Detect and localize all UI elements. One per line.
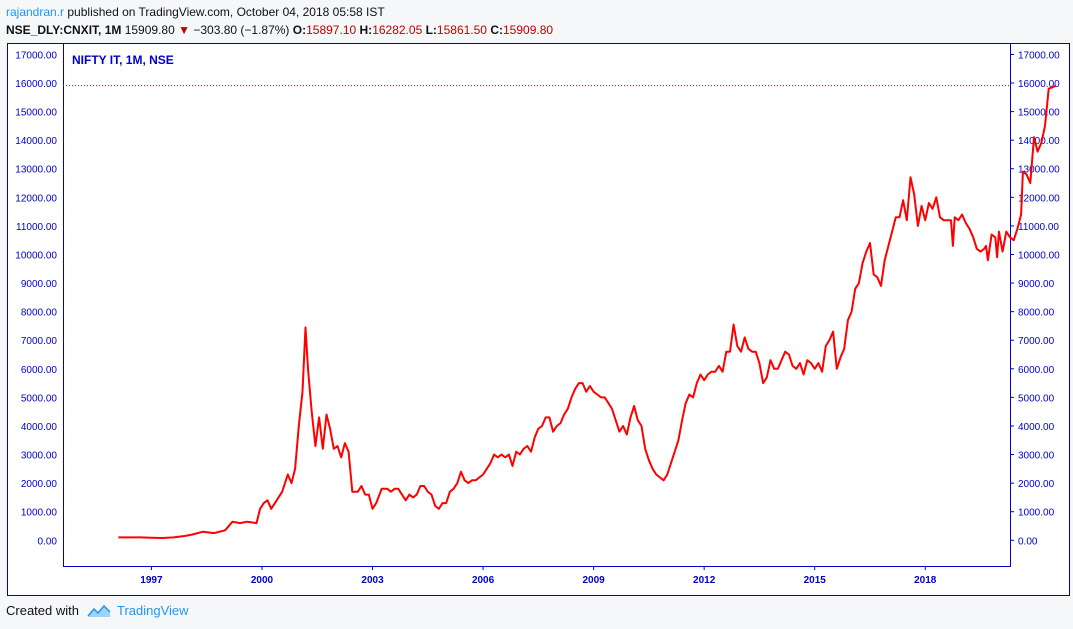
chart-title: NIFTY IT, 1M, NSE (72, 53, 174, 67)
x-tick-label: 2018 (914, 575, 937, 586)
y-tick-label-left: 13000.00 (15, 165, 57, 176)
y-tick-label-right: 10000.00 (1018, 250, 1060, 261)
low-value: 15861.50 (436, 23, 487, 37)
tradingview-link[interactable]: TradingView (116, 603, 189, 618)
y-tick-label-left: 6000.00 (21, 365, 58, 376)
high-value: 16282.05 (372, 23, 423, 37)
y-tick-label-right: 8000.00 (1018, 308, 1055, 319)
series-line-nifty-it[interactable] (118, 84, 1057, 539)
down-arrow-icon: ▼ (178, 23, 190, 37)
y-tick-label-left: 17000.00 (15, 50, 57, 61)
y-tick-label-right: 13000.00 (1018, 165, 1060, 176)
y-tick-label-right: 4000.00 (1018, 422, 1055, 433)
y-tick-label-left: 0.00 (38, 536, 58, 547)
y-tick-label-left: 8000.00 (21, 308, 58, 319)
y-tick-label-left: 3000.00 (21, 451, 58, 462)
quote-bar: NSE_DLY:CNXIT, 1M 15909.80 ▼ −303.80 (−1… (6, 22, 553, 39)
publish-header: rajandran.r published on TradingView.com… (6, 4, 385, 21)
price-chart[interactable]: 0.00 1000.00 2000.00 3000.00 4000.00 5000.00 6… (7, 43, 1070, 596)
published-text: published on TradingView.com, October 04… (67, 5, 385, 19)
x-tick-label: 2000 (251, 575, 274, 586)
y-tick-label-right: 2000.00 (1018, 479, 1055, 490)
y-tick-label-right: 12000.00 (1018, 193, 1060, 204)
x-axis: 1997 2000 2003 2006 2009 2012 2015 2018 (140, 566, 937, 586)
y-tick-label-left: 15000.00 (15, 108, 57, 119)
y-tick-label-left: 16000.00 (15, 79, 57, 90)
footer: Created with TradingView (6, 603, 189, 618)
y-tick-label-right: 5000.00 (1018, 393, 1055, 404)
y-tick-label-right: 6000.00 (1018, 365, 1055, 376)
outer-border (7, 43, 1070, 596)
x-tick-label: 2003 (361, 575, 384, 586)
created-with-label: Created with (6, 603, 79, 618)
y-tick-label-right: 3000.00 (1018, 451, 1055, 462)
y-tick-label-right: 0.00 (1018, 536, 1038, 547)
x-tick-label: 2012 (693, 575, 716, 586)
y-tick-label-left: 4000.00 (21, 422, 58, 433)
x-tick-label: 1997 (140, 575, 163, 586)
x-tick-label: 2006 (472, 575, 495, 586)
close-label: C: (490, 23, 503, 37)
y-axis-right: 0.00 1000.00 2000.00 3000.00 4000.00 5000.00 6… (1010, 50, 1060, 547)
y-tick-label-left: 12000.00 (15, 193, 57, 204)
y-tick-label-left: 1000.00 (21, 508, 58, 519)
y-tick-label-left: 5000.00 (21, 393, 58, 404)
tradingview-logo-icon (87, 604, 111, 618)
open-value: 15897.10 (306, 23, 357, 37)
x-tick-label: 2009 (582, 575, 605, 586)
y-tick-label-left: 7000.00 (21, 336, 58, 347)
low-label: L: (425, 23, 437, 37)
author-link[interactable]: rajandran.r (6, 5, 65, 19)
y-tick-label-left: 11000.00 (16, 222, 57, 233)
high-label: H: (359, 23, 373, 37)
y-tick-label-right: 1000.00 (1018, 508, 1055, 519)
y-tick-label-right: 16000.00 (1018, 79, 1060, 90)
chart-area[interactable]: 0.00 1000.00 2000.00 3000.00 4000.00 5000.00 6… (7, 43, 1070, 596)
y-tick-label-right: 9000.00 (1018, 279, 1055, 290)
x-tick-label: 2015 (804, 575, 827, 586)
y-tick-label-left: 9000.00 (21, 279, 58, 290)
y-tick-label-left: 2000.00 (21, 479, 58, 490)
chart-background (7, 43, 1070, 596)
y-tick-label-right: 11000.00 (1018, 222, 1059, 233)
symbol-label: NSE_DLY:CNXIT, 1M (6, 23, 122, 37)
y-tick-label-left: 10000.00 (15, 250, 57, 261)
y-tick-label-left: 14000.00 (15, 136, 57, 147)
close-value: 15909.80 (503, 23, 554, 37)
y-axis-left: 0.00 1000.00 2000.00 3000.00 4000.00 5000.00 6… (15, 50, 57, 547)
price-change: −303.80 (−1.87%) (193, 23, 290, 37)
y-tick-label-right: 15000.00 (1018, 108, 1060, 119)
last-price: 15909.80 (124, 23, 175, 37)
open-label: O: (292, 23, 307, 37)
y-tick-label-right: 7000.00 (1018, 336, 1055, 347)
y-tick-label-right: 17000.00 (1018, 50, 1060, 61)
y-tick-label-right: 14000.00 (1018, 136, 1060, 147)
